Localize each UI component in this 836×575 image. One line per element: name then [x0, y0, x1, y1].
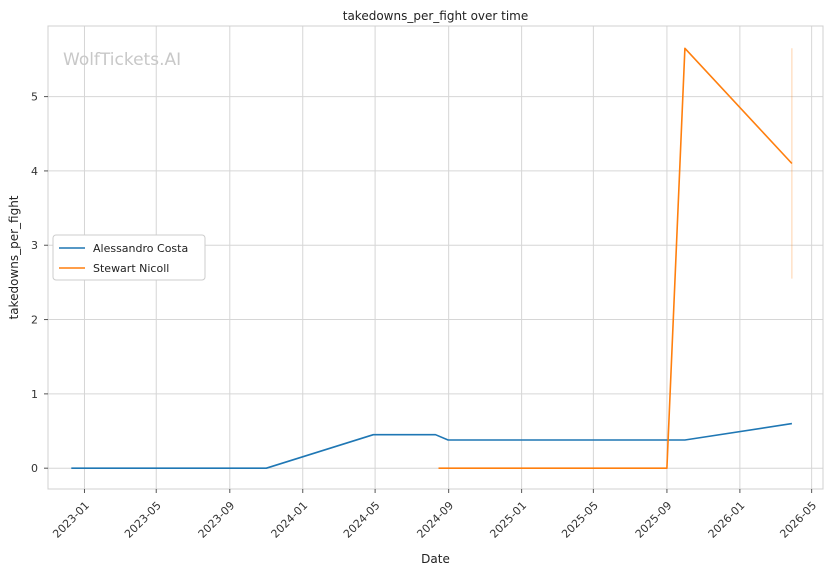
y-tick-label: 1	[31, 388, 38, 401]
y-tick-label: 2	[31, 314, 38, 327]
watermark: WolfTickets.AI	[63, 50, 181, 70]
legend-label-alessandro-costa: Alessandro Costa	[93, 242, 188, 255]
y-axis-label: takedowns_per_fight	[7, 195, 21, 319]
y-tick-label: 3	[31, 239, 38, 252]
grid	[48, 26, 823, 489]
y-tick-label: 0	[31, 462, 38, 475]
legend-box	[52, 234, 206, 281]
series-line-stewart-nicoll	[438, 47, 793, 470]
chart-title: takedowns_per_fight over time	[343, 9, 529, 23]
plot-area	[47, 25, 824, 490]
y-tick-label: 4	[31, 165, 38, 178]
series-layer	[71, 47, 793, 470]
y-axis-ticks: 0 1 2 3 4 5	[31, 91, 48, 475]
y-tick-label: 5	[31, 91, 38, 104]
x-axis-label: Date	[421, 552, 450, 566]
legend-label-stewart-nicoll: Stewart Nicoll	[93, 262, 169, 275]
legend: Alessandro Costa Stewart Nicoll	[52, 234, 206, 281]
series-line-alessandro-costa	[71, 422, 793, 470]
